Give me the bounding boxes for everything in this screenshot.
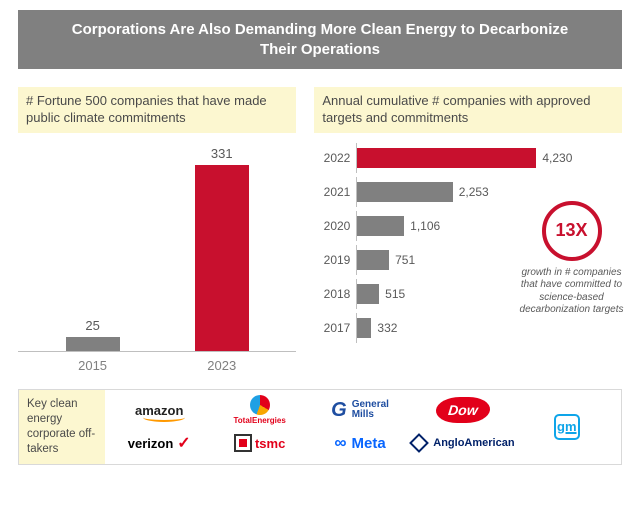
left-chart-plot: 25 331 2015 2023 [18, 143, 296, 373]
hbar-row: 2022 4,230 [314, 143, 622, 173]
logo-general-mills: GGeneralMills [331, 400, 389, 420]
left-chart-heading: # Fortune 500 companies that have made p… [18, 87, 296, 133]
callout-figure: 13X [542, 201, 602, 261]
hbar-bar [357, 250, 389, 270]
vbar-bar [66, 337, 120, 351]
logo-angloamerican: AngloAmerican [412, 436, 514, 450]
logos-grid: amazon TotalEnergies GGeneralMills Dow g… [105, 390, 621, 464]
page-title: Corporations Are Also Demanding More Cle… [18, 10, 622, 69]
logo-tsmc: tsmc [234, 434, 285, 452]
hbar-row: 2017 332 [314, 313, 622, 343]
hbar-value: 751 [395, 253, 415, 267]
hbar-year: 2020 [314, 219, 356, 233]
hbar-year: 2021 [314, 185, 356, 199]
hbar-year: 2018 [314, 287, 356, 301]
logos-key-label: Key clean energy corporate off-takers [19, 390, 105, 464]
logo-verizon: verizon✓ [128, 433, 191, 453]
logo-totalenergies: TotalEnergies [233, 395, 285, 425]
vbar-2023: 331 [187, 146, 257, 350]
hbar-bar [357, 182, 452, 202]
vbar-bar [195, 165, 249, 350]
hbar-bar [357, 318, 371, 338]
xaxis-label: 2015 [58, 358, 128, 373]
hbar-bar [357, 148, 536, 168]
vbar-2015: 25 [58, 318, 128, 351]
hbar-bar [357, 216, 404, 236]
xaxis-label: 2023 [187, 358, 257, 373]
growth-callout: 13X growth in # companies that have comm… [519, 201, 624, 317]
left-chart: # Fortune 500 companies that have made p… [18, 87, 296, 373]
hbar-value: 515 [385, 287, 405, 301]
hbar-value: 332 [377, 321, 397, 335]
hbar-value: 2,253 [459, 185, 489, 199]
hbar-value: 4,230 [542, 151, 572, 165]
callout-text: growth in # companies that have committe… [519, 267, 624, 317]
logo-meta: ∞Meta [334, 433, 385, 453]
hbar-year: 2017 [314, 321, 356, 335]
hbar-year: 2022 [314, 151, 356, 165]
vbar-value: 25 [85, 318, 99, 333]
vbar-value: 331 [211, 146, 233, 161]
logo-gm: gm [554, 414, 580, 440]
left-chart-xaxis: 2015 2023 [18, 352, 296, 373]
logo-amazon: amazon [135, 403, 183, 418]
right-chart-plot: 2022 4,230 2021 2,253 2020 1,106 2019 75… [314, 143, 622, 343]
charts-row: # Fortune 500 companies that have made p… [18, 87, 622, 373]
hbar-value: 1,106 [410, 219, 440, 233]
logos-strip: Key clean energy corporate off-takers am… [18, 389, 622, 465]
hbar-year: 2019 [314, 253, 356, 267]
right-chart-heading: Annual cumulative # companies with appro… [314, 87, 622, 133]
hbar-bar [357, 284, 379, 304]
right-chart: Annual cumulative # companies with appro… [314, 87, 622, 373]
logo-dow: Dow [435, 397, 492, 423]
